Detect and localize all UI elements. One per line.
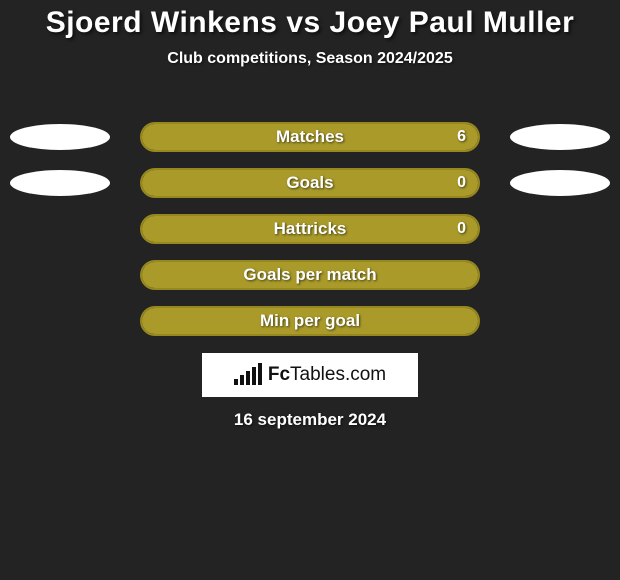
left-ellipse bbox=[10, 170, 110, 196]
stat-row: Matches6 bbox=[0, 122, 620, 152]
logo-text: FcTables.com bbox=[268, 364, 386, 386]
date-line: 16 september 2024 bbox=[0, 410, 620, 430]
bar-chart-icon bbox=[234, 365, 262, 385]
stat-row: Goals per match bbox=[0, 260, 620, 290]
stat-row: Min per goal bbox=[0, 306, 620, 336]
left-ellipse bbox=[10, 124, 110, 150]
page-title: Sjoerd Winkens vs Joey Paul Muller bbox=[0, 0, 620, 40]
comparison-card: Sjoerd Winkens vs Joey Paul Muller Club … bbox=[0, 0, 620, 580]
stat-bar: Goals per match bbox=[140, 260, 480, 290]
logo-box: FcTables.com bbox=[202, 353, 418, 397]
stat-label: Matches bbox=[142, 124, 478, 150]
stat-bar: Goals0 bbox=[140, 168, 480, 198]
stat-label: Goals bbox=[142, 170, 478, 196]
stat-bar: Hattricks0 bbox=[140, 214, 480, 244]
stat-label: Hattricks bbox=[142, 216, 478, 242]
subtitle: Club competitions, Season 2024/2025 bbox=[0, 50, 620, 68]
stat-bar: Min per goal bbox=[140, 306, 480, 336]
stat-value-right: 0 bbox=[457, 216, 466, 242]
stat-bar: Matches6 bbox=[140, 122, 480, 152]
stat-value-right: 0 bbox=[457, 170, 466, 196]
right-ellipse bbox=[510, 170, 610, 196]
right-ellipse bbox=[510, 124, 610, 150]
stat-rows: Matches6Goals0Hattricks0Goals per matchM… bbox=[0, 122, 620, 352]
stat-row: Hattricks0 bbox=[0, 214, 620, 244]
stat-label: Goals per match bbox=[142, 262, 478, 288]
stat-value-right: 6 bbox=[457, 124, 466, 150]
logo-text-right: Tables.com bbox=[290, 364, 386, 385]
stat-row: Goals0 bbox=[0, 168, 620, 198]
logo-text-left: Fc bbox=[268, 364, 290, 385]
stat-label: Min per goal bbox=[142, 308, 478, 334]
